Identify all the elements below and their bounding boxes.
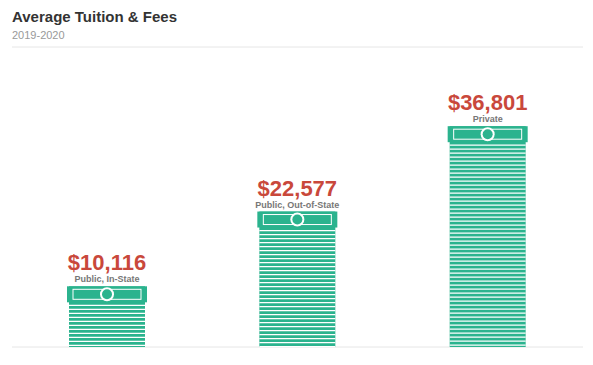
svg-text:Private: Private: [473, 114, 503, 124]
svg-text:$10,116: $10,116: [68, 250, 146, 275]
svg-text:Public, In-State: Public, In-State: [74, 274, 139, 284]
svg-text:$36,801: $36,801: [448, 90, 528, 115]
html-text:2019-2020: 2019-2020: [12, 29, 65, 41]
svg-text:Public, Out-of-State: Public, Out-of-State: [255, 200, 339, 210]
html-text:Average Tuition & Fees: Average Tuition & Fees: [12, 8, 177, 25]
svg-text:$22,577: $22,577: [258, 176, 338, 201]
